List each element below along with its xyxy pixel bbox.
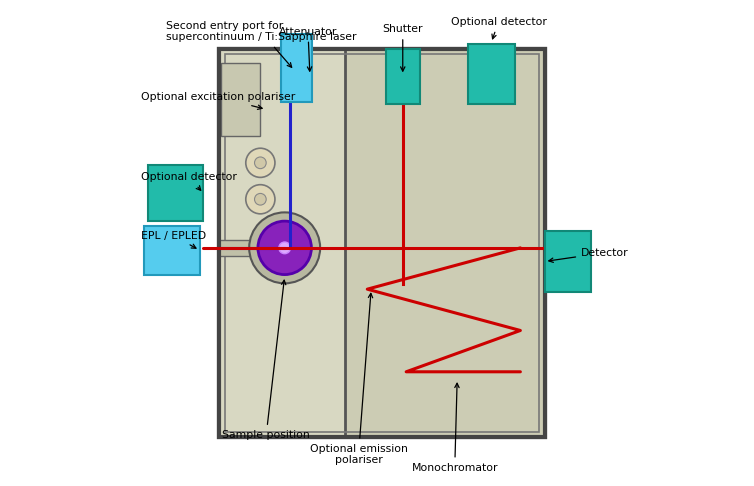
Text: Monochromator: Monochromator	[412, 383, 498, 472]
Bar	[544, 231, 591, 292]
Text: Detector: Detector	[549, 248, 629, 262]
Bar	[468, 44, 514, 104]
Text: EPL / EPLED: EPL / EPLED	[141, 231, 207, 248]
Circle shape	[246, 148, 275, 177]
Bar	[345, 49, 544, 437]
Circle shape	[279, 242, 290, 254]
Text: Optional detector: Optional detector	[141, 173, 238, 191]
Circle shape	[258, 221, 311, 275]
Text: Optional detector: Optional detector	[451, 17, 547, 39]
Text: Sample position: Sample position	[222, 280, 310, 440]
Text: Attenuator: Attenuator	[279, 27, 337, 71]
Bar	[219, 49, 345, 437]
Text: Second entry port for
supercontinuum / Ti:Sapphire laser: Second entry port for supercontinuum / T…	[166, 21, 356, 67]
Circle shape	[249, 212, 320, 283]
Circle shape	[255, 193, 266, 205]
Text: Optional excitation polariser: Optional excitation polariser	[141, 92, 296, 109]
Bar	[219, 49, 544, 437]
Bar	[148, 165, 204, 221]
Text: Shutter: Shutter	[382, 24, 423, 71]
Bar	[222, 63, 260, 136]
Circle shape	[246, 185, 275, 214]
Bar	[280, 34, 312, 102]
Bar	[144, 226, 200, 275]
Bar	[219, 49, 544, 437]
Circle shape	[255, 157, 266, 169]
Bar	[225, 54, 539, 432]
Bar	[219, 240, 258, 256]
Bar	[386, 49, 420, 104]
Text: Optional emission
polariser: Optional emission polariser	[310, 294, 407, 465]
